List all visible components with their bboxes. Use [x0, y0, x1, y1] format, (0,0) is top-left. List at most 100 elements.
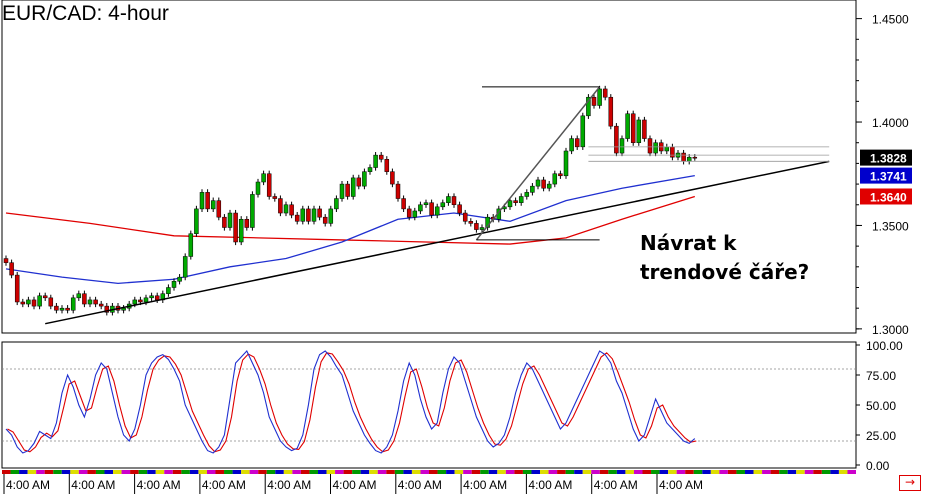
day-color-strip: [326, 470, 336, 474]
day-color-strip: [736, 470, 745, 474]
candle-body: [261, 173, 266, 183]
candle-body: [636, 119, 642, 143]
day-color-strip: [429, 470, 438, 474]
day-color-strip: [300, 470, 310, 474]
day-color-strip: [121, 470, 131, 474]
day-color-strip: [266, 470, 276, 474]
candle-body: [250, 194, 255, 228]
candle-body: [222, 216, 227, 228]
candle-body: [619, 138, 625, 154]
candle-body: [154, 295, 160, 301]
stochastic-tick-label: 100.00: [866, 339, 903, 353]
candle-body: [65, 307, 70, 311]
day-color-strip: [394, 470, 404, 474]
scroll-to-end-button[interactable]: →: [899, 475, 921, 491]
candle-body: [289, 204, 294, 216]
candle-body: [37, 295, 42, 307]
candle-body: [93, 299, 98, 305]
day-color-strip: [463, 470, 472, 474]
price-tick-label: 1.3000: [872, 323, 909, 337]
candle-body: [104, 305, 110, 313]
candle-body: [546, 183, 552, 189]
day-color-strip: [61, 470, 71, 474]
day-color-strip: [616, 470, 626, 474]
candle-body: [345, 183, 350, 197]
candle-body: [166, 287, 171, 294]
day-color-strip: [70, 470, 79, 474]
candle-body: [233, 212, 238, 243]
day-color-strip: [369, 470, 378, 474]
x-tick-label: 4:00 AM: [6, 478, 50, 492]
day-color-strip: [804, 470, 814, 474]
day-color-strip: [360, 470, 370, 474]
candle-body: [468, 221, 474, 224]
candle-body: [87, 299, 93, 305]
day-color-strip: [770, 470, 780, 474]
day-color-strip: [309, 470, 318, 474]
candle-body: [272, 196, 278, 199]
day-color-strip: [44, 470, 54, 474]
stochastic-d-line: [7, 352, 697, 453]
day-color-strip: [27, 470, 37, 474]
day-color-strip: [540, 470, 549, 474]
candle-body: [9, 262, 14, 276]
candle-body: [535, 179, 541, 187]
day-color-strip: [2, 470, 11, 474]
candle-body: [569, 138, 574, 152]
candle-body: [322, 216, 328, 224]
day-color-strip: [446, 470, 455, 474]
price-label-box: [860, 167, 912, 184]
x-tick-label: 4:00 AM: [71, 478, 115, 492]
day-color-strip: [258, 470, 267, 474]
candle-body: [328, 208, 334, 224]
day-color-strip: [249, 470, 259, 474]
day-color-strip: [548, 470, 558, 474]
candle-body: [59, 307, 65, 311]
candle-body: [479, 227, 485, 230]
candle-body: [238, 218, 244, 243]
annotation-line-2: trendové čáře?: [640, 260, 810, 284]
x-tick-label: 4:00 AM: [333, 478, 377, 492]
candle-body: [423, 202, 429, 206]
candle-body: [440, 202, 446, 208]
candle-body: [278, 198, 283, 214]
candle-body: [3, 258, 9, 263]
candle-body: [283, 204, 289, 214]
candle-body: [266, 173, 272, 197]
candle-body: [591, 96, 597, 106]
x-tick-label: 4:00 AM: [202, 478, 246, 492]
candle-body: [558, 173, 563, 177]
price-tick-label: 1.4000: [872, 116, 909, 130]
day-color-strip: [53, 470, 62, 474]
day-color-strip: [744, 470, 754, 474]
stochastic-tick-label: 0.00: [866, 459, 890, 473]
day-color-strip: [727, 470, 737, 474]
candle-body: [681, 152, 686, 162]
x-tick-label: 4:00 AM: [267, 478, 311, 492]
candle-body: [294, 214, 300, 222]
candle-body: [306, 208, 311, 222]
candle-body: [563, 150, 569, 177]
day-color-strip: [693, 470, 703, 474]
day-color-strip: [608, 470, 617, 474]
candle-body: [244, 218, 250, 228]
day-color-strip: [830, 470, 839, 474]
candle-body: [98, 303, 104, 307]
candle-body: [171, 281, 177, 288]
candle-body: [138, 299, 143, 303]
candle-body: [574, 138, 580, 148]
candle-body: [434, 206, 440, 216]
day-color-strip: [232, 470, 242, 474]
candle-body: [20, 301, 26, 305]
day-color-strip: [753, 470, 763, 474]
day-color-strip: [514, 470, 523, 474]
candle-body: [227, 212, 233, 228]
day-color-strip: [599, 470, 609, 474]
day-color-strip: [198, 470, 207, 474]
day-color-strip: [497, 470, 506, 474]
candle-body: [82, 293, 87, 305]
candle-body: [255, 181, 261, 195]
ema-blue-line: [5, 174, 695, 285]
candle-body: [462, 212, 468, 222]
candle-body: [210, 200, 216, 210]
